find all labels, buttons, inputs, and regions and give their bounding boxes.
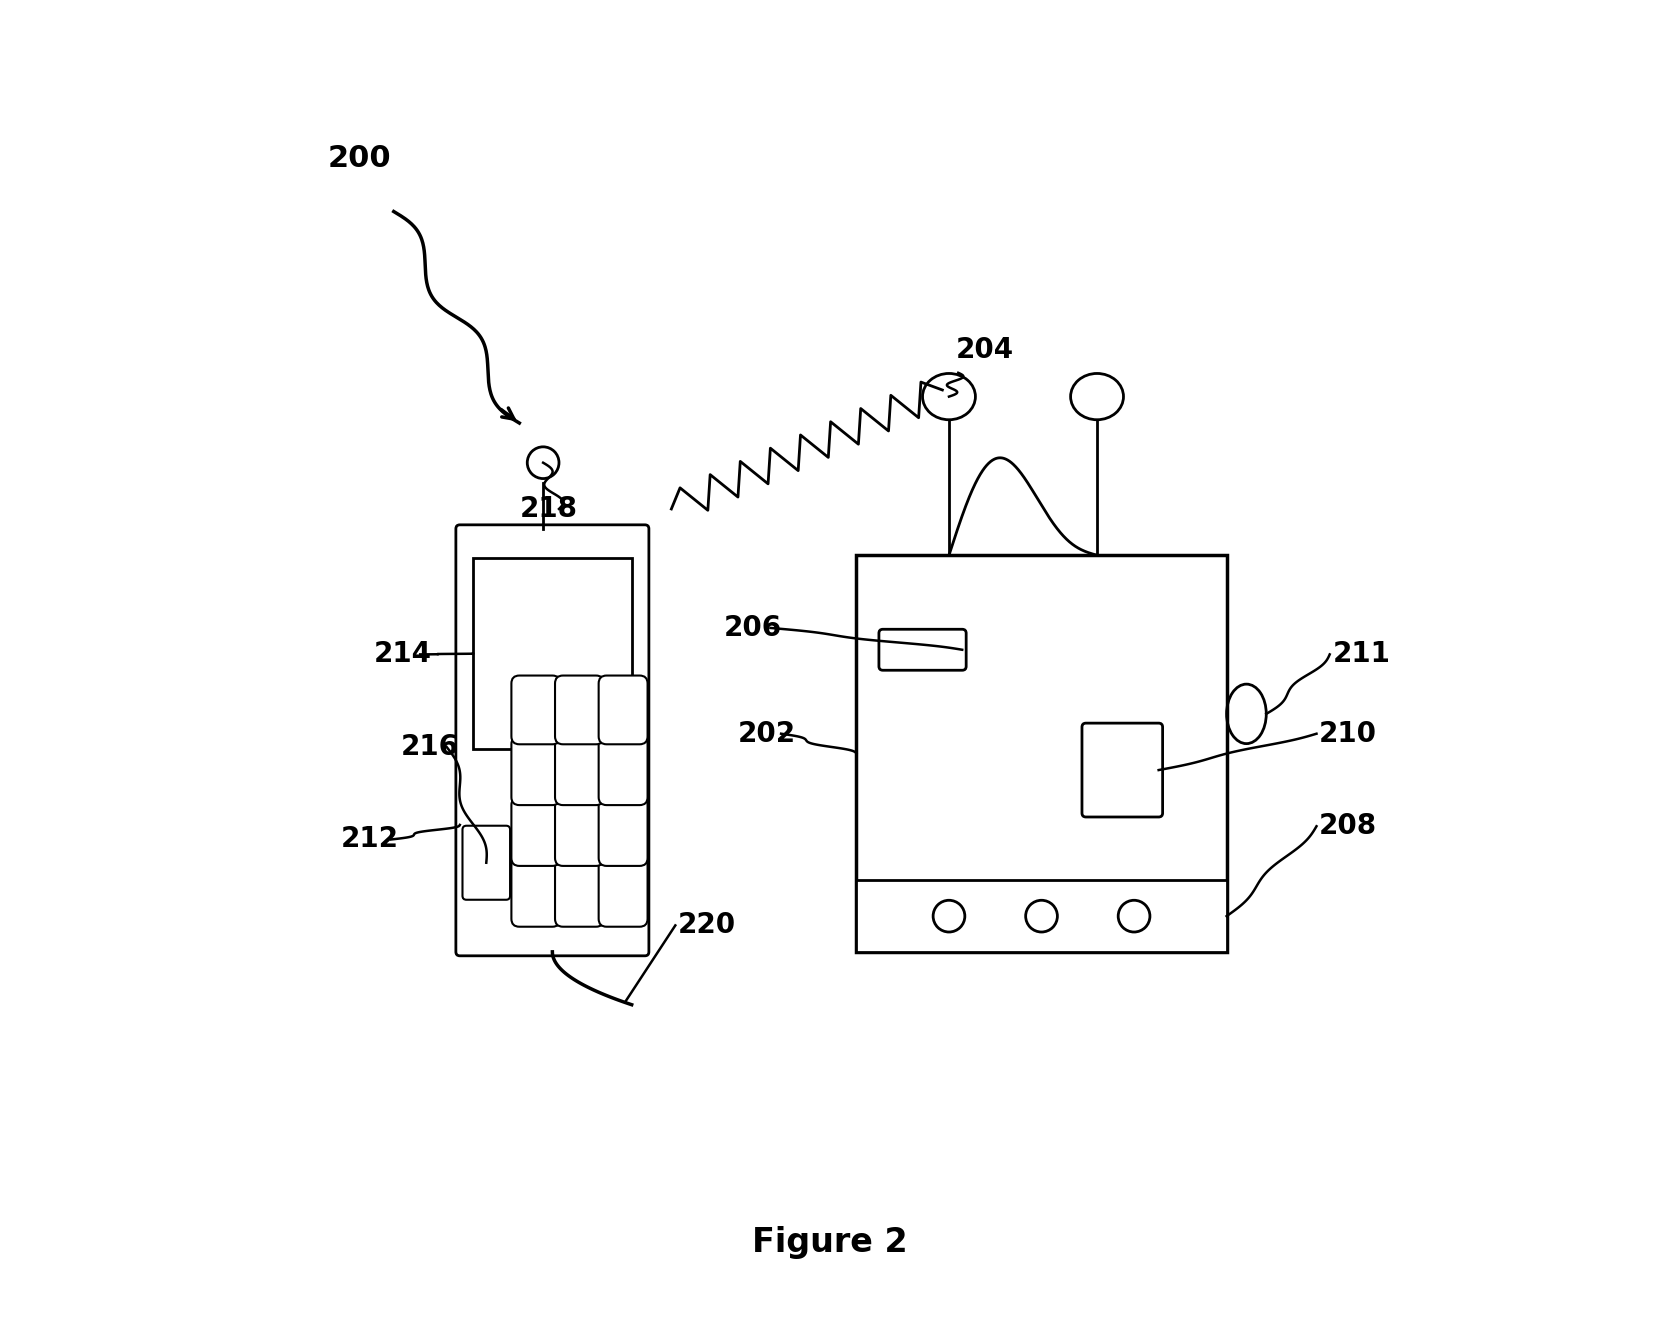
Text: 214: 214 [374,640,432,669]
FancyBboxPatch shape [554,676,604,744]
FancyBboxPatch shape [511,676,561,744]
Text: 206: 206 [724,613,782,642]
FancyBboxPatch shape [554,797,604,866]
Text: 211: 211 [1333,640,1389,669]
Text: 208: 208 [1320,812,1378,841]
Text: 210: 210 [1320,719,1378,748]
FancyBboxPatch shape [554,858,604,927]
Text: Figure 2: Figure 2 [752,1227,908,1259]
FancyBboxPatch shape [599,858,647,927]
FancyBboxPatch shape [463,826,510,900]
FancyBboxPatch shape [511,736,561,805]
FancyBboxPatch shape [511,858,561,927]
Text: 200: 200 [327,144,392,173]
FancyBboxPatch shape [1082,723,1162,817]
FancyBboxPatch shape [878,629,966,670]
Bar [857,880,1227,952]
FancyBboxPatch shape [599,676,647,744]
FancyBboxPatch shape [554,736,604,805]
Bar [857,555,1227,952]
Text: 220: 220 [677,911,735,940]
FancyBboxPatch shape [457,525,649,956]
Text: 202: 202 [737,719,795,748]
FancyBboxPatch shape [599,736,647,805]
Text: 204: 204 [956,336,1014,365]
Text: 216: 216 [400,732,458,761]
Bar [473,558,632,748]
FancyBboxPatch shape [599,797,647,866]
Text: 218: 218 [520,494,578,524]
Text: 212: 212 [340,825,398,854]
FancyBboxPatch shape [511,797,561,866]
